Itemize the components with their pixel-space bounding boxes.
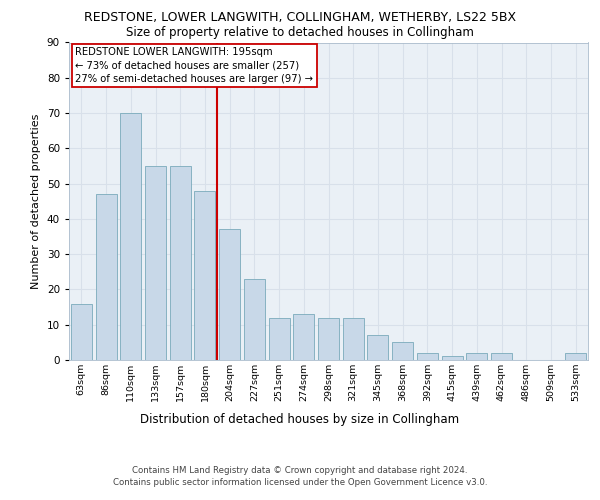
Bar	[244, 279, 265, 360]
Bar	[491, 353, 512, 360]
Bar	[145, 166, 166, 360]
Bar	[71, 304, 92, 360]
Bar	[293, 314, 314, 360]
Text: Distribution of detached houses by size in Collingham: Distribution of detached houses by size …	[140, 412, 460, 426]
Text: Size of property relative to detached houses in Collingham: Size of property relative to detached ho…	[126, 26, 474, 39]
Bar	[170, 166, 191, 360]
Bar	[417, 353, 438, 360]
Text: REDSTONE, LOWER LANGWITH, COLLINGHAM, WETHERBY, LS22 5BX: REDSTONE, LOWER LANGWITH, COLLINGHAM, WE…	[84, 11, 516, 24]
Bar	[219, 230, 240, 360]
Bar	[343, 318, 364, 360]
Bar	[194, 190, 215, 360]
Bar	[318, 318, 339, 360]
Bar	[95, 194, 116, 360]
Bar	[565, 353, 586, 360]
Bar	[392, 342, 413, 360]
Bar	[442, 356, 463, 360]
Bar	[269, 318, 290, 360]
Text: Contains public sector information licensed under the Open Government Licence v3: Contains public sector information licen…	[113, 478, 487, 487]
Bar	[120, 113, 141, 360]
Text: Contains HM Land Registry data © Crown copyright and database right 2024.: Contains HM Land Registry data © Crown c…	[132, 466, 468, 475]
Text: REDSTONE LOWER LANGWITH: 195sqm
← 73% of detached houses are smaller (257)
27% o: REDSTONE LOWER LANGWITH: 195sqm ← 73% of…	[75, 48, 313, 84]
Bar	[466, 353, 487, 360]
Y-axis label: Number of detached properties: Number of detached properties	[31, 114, 41, 289]
Bar	[367, 336, 388, 360]
